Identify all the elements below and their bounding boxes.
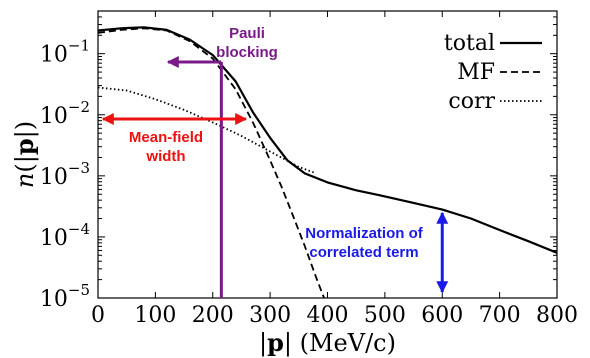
y-tick-label: 10−2 — [40, 98, 90, 129]
annotations-group: Pauli blocking Mean-field width Normalizatio… — [101, 25, 449, 298]
y-tick-label: 10−1 — [40, 37, 90, 68]
x-tick-label: 400 — [307, 303, 349, 328]
y-tick-label: 10−5 — [40, 281, 90, 312]
series-line-total — [98, 26, 557, 254]
x-tick-label: 500 — [364, 303, 406, 328]
legend-label-corr: corr — [448, 89, 495, 114]
x-tick-label: 700 — [479, 303, 521, 328]
x-tick-label: 200 — [192, 303, 234, 328]
legend-label-total: total — [444, 31, 495, 56]
normalization-annotation: Normalization of correlated term — [305, 225, 424, 261]
x-tick-label: 300 — [249, 303, 291, 328]
pauli-blocking-annotation: Pauli blocking — [216, 25, 278, 61]
x-tick-label: 800 — [536, 303, 578, 328]
legend: total MF corr — [444, 31, 542, 114]
x-tick-label: 100 — [134, 303, 176, 328]
y-axis-label: n(|p|) — [10, 121, 40, 188]
legend-label-mf: MF — [457, 60, 495, 85]
y-tick-label: 10−4 — [40, 220, 90, 251]
x-axis-label: |p| (MeV/c) — [259, 328, 396, 358]
mean-field-width-annotation: Mean-field width — [129, 129, 203, 165]
axes-frame-group: 0 100 200 300 400 500 600 700 800 10−5 10−4 10−3 10−… — [10, 10, 578, 358]
series-line-mf — [98, 27, 326, 298]
x-tick-label: 0 — [91, 303, 105, 328]
y-tick-label: 10−3 — [40, 159, 90, 190]
x-tick-label: 600 — [421, 303, 463, 328]
